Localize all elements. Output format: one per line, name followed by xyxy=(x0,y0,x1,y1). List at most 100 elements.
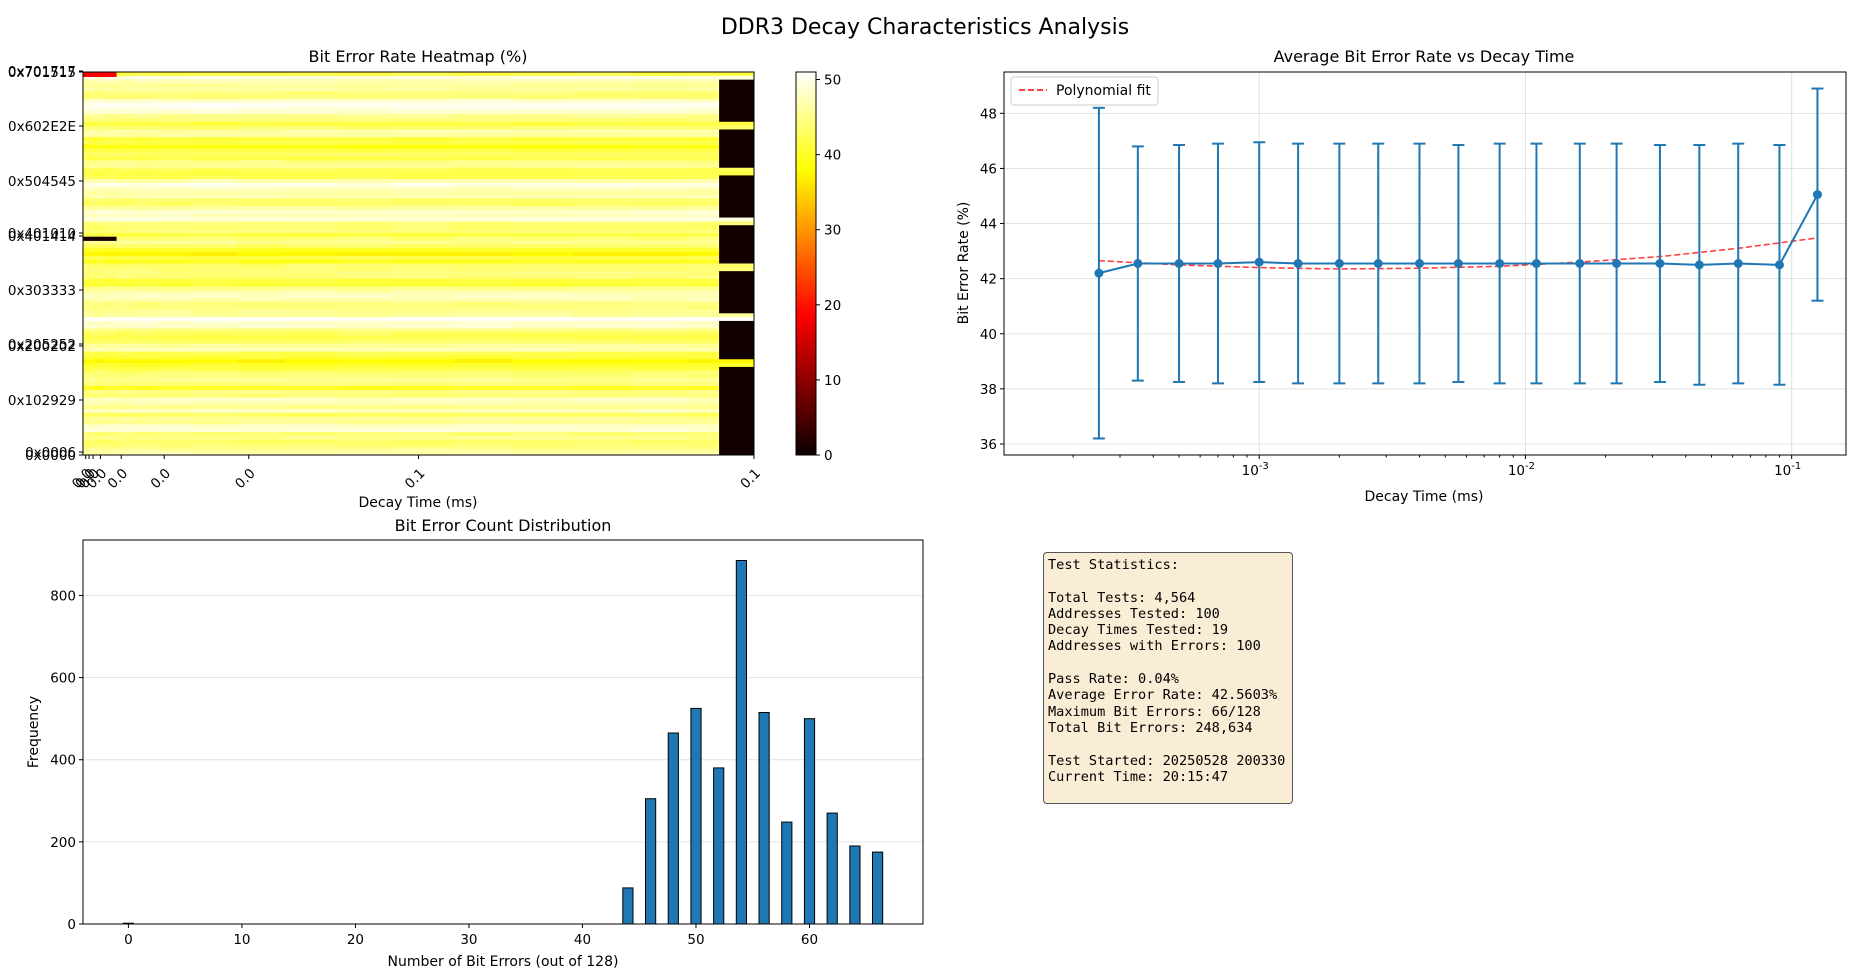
line-x-tick-label: 10-2 xyxy=(1508,461,1535,479)
heatmap-cell xyxy=(237,393,285,398)
heatmap-cell xyxy=(452,340,513,345)
heatmap-cell xyxy=(391,397,453,402)
heatmap-cell xyxy=(452,424,513,429)
heatmap-cell xyxy=(190,347,238,352)
heatmap-cell xyxy=(686,282,720,287)
heatmap-cell xyxy=(87,401,92,406)
heatmap-cell xyxy=(572,133,634,138)
heatmap-cell xyxy=(512,428,574,433)
heatmap-cell xyxy=(96,317,105,322)
heatmap-row xyxy=(83,412,755,418)
heatmap-cell xyxy=(337,171,393,176)
heatmap-cell xyxy=(156,140,191,146)
heatmap-cell xyxy=(512,305,574,310)
heatmap-row xyxy=(83,244,755,249)
heatmap-cell xyxy=(237,320,285,326)
heatmap-cell xyxy=(512,405,574,410)
heatmap-cell xyxy=(452,148,513,153)
heatmap-cell xyxy=(512,121,574,127)
heatmap-cell xyxy=(116,359,134,364)
heatmap-cell xyxy=(284,248,339,253)
heatmap-row xyxy=(83,163,755,169)
heatmap-cell xyxy=(391,244,453,249)
heatmap-cell xyxy=(284,236,339,241)
heatmap-cell xyxy=(633,332,688,337)
heatmap-cell xyxy=(104,278,117,284)
heatmap-cell xyxy=(337,167,393,172)
data-point xyxy=(1733,259,1743,268)
heatmap-cell xyxy=(512,435,574,441)
heatmap-cell xyxy=(284,259,339,264)
heatmap-cell xyxy=(633,175,688,180)
heatmap-cell xyxy=(96,397,105,402)
heatmap-row xyxy=(83,232,755,238)
heatmap-cell xyxy=(633,397,688,402)
heatmap-cell xyxy=(719,183,755,188)
heatmap-cell xyxy=(572,317,634,322)
stats-line: Test Started: 20250528 200330 xyxy=(1048,752,1286,769)
heatmap-cell xyxy=(719,274,755,280)
data-point xyxy=(1453,259,1463,268)
heatmap-cell xyxy=(156,420,191,425)
heatmap-cell xyxy=(156,278,191,284)
heatmap-cell xyxy=(87,263,92,268)
heatmap-cell xyxy=(391,389,453,395)
heatmap-cell xyxy=(96,91,105,96)
heatmap-cell xyxy=(512,363,574,368)
heatmap-cell xyxy=(391,232,453,238)
heatmap-cell xyxy=(512,290,574,295)
heatmap-cell xyxy=(133,102,158,107)
heatmap-cell xyxy=(391,110,453,115)
heatmap-cell xyxy=(284,114,339,119)
heatmap-cell xyxy=(83,336,88,341)
heatmap-cell xyxy=(633,190,688,195)
heatmap-cell xyxy=(391,248,453,253)
heatmap-cell xyxy=(337,374,393,379)
heatmap-cell xyxy=(337,125,393,130)
heatmap-cell xyxy=(337,409,393,414)
heatmap-cell xyxy=(104,443,117,448)
heatmap-cell xyxy=(452,263,513,268)
heatmap-cell xyxy=(391,420,453,425)
heatmap-cell xyxy=(91,133,97,138)
heatmap-cell xyxy=(96,320,105,326)
heatmap-cell xyxy=(391,386,453,391)
heatmap-cell xyxy=(452,232,513,238)
heatmap-cell xyxy=(91,278,97,284)
heatmap-cell xyxy=(512,163,574,169)
heatmap-row xyxy=(83,72,755,77)
line-chart-title: Average Bit Error Rate vs Decay Time xyxy=(1274,47,1575,66)
heatmap-cell xyxy=(237,397,285,402)
heatmap-cell xyxy=(572,443,634,448)
heatmap-cell xyxy=(133,294,158,299)
heatmap-cell xyxy=(572,183,634,188)
heatmap-cell xyxy=(572,305,634,310)
heatmap-cell xyxy=(337,259,393,264)
heatmap-cell xyxy=(133,351,158,356)
heatmap-cell xyxy=(156,447,191,452)
heatmap-cell xyxy=(512,87,574,92)
heatmap-cell xyxy=(391,194,453,199)
heatmap-cell xyxy=(83,343,88,349)
heatmap-cell xyxy=(633,244,688,249)
heatmap-cell xyxy=(87,393,92,398)
heatmap-cell xyxy=(87,297,92,303)
heatmap-cell xyxy=(572,286,634,291)
heatmap-cell xyxy=(572,424,634,429)
heatmap-cell xyxy=(96,263,105,268)
line-xlabel: Decay Time (ms) xyxy=(1365,489,1484,505)
heatmap-cell xyxy=(719,91,755,96)
heatmap-cell xyxy=(512,294,574,299)
heatmap-cell xyxy=(190,351,238,356)
heatmap-cell xyxy=(87,79,92,84)
heatmap-row xyxy=(83,83,755,88)
heatmap-cell xyxy=(116,171,134,176)
heatmap-cell xyxy=(190,129,238,134)
heatmap-cell xyxy=(104,117,117,123)
heatmap-cell xyxy=(391,83,453,88)
heatmap-cell xyxy=(87,183,92,188)
heatmap-cell xyxy=(719,209,755,215)
heatmap-cell xyxy=(686,439,720,444)
heatmap-cell xyxy=(284,405,339,410)
heatmap-cell xyxy=(96,186,105,192)
